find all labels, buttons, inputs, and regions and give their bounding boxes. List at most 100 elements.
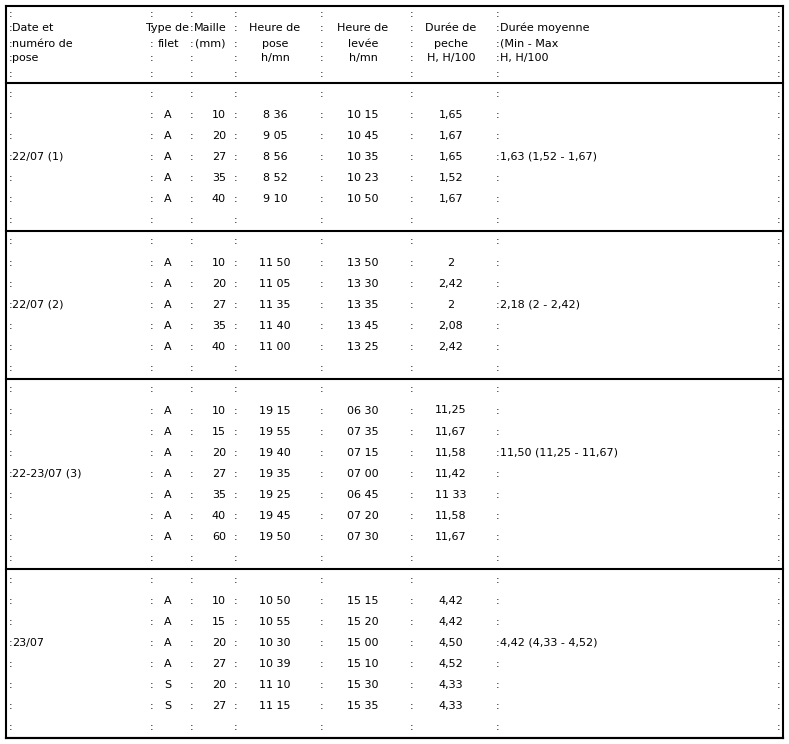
Text: :: : xyxy=(410,469,413,479)
Text: :: : xyxy=(320,300,323,310)
Text: :: : xyxy=(234,659,237,669)
Text: :: : xyxy=(150,215,154,225)
Text: :: : xyxy=(776,215,780,225)
Text: 10 50: 10 50 xyxy=(260,596,291,606)
Text: 13 45: 13 45 xyxy=(347,321,379,331)
Text: :: : xyxy=(320,9,323,19)
Text: 07 30: 07 30 xyxy=(347,532,379,542)
Text: h/mn: h/mn xyxy=(260,53,290,63)
Text: 13 35: 13 35 xyxy=(347,300,379,310)
Text: 10 55: 10 55 xyxy=(260,617,291,626)
Text: A: A xyxy=(164,342,172,352)
Text: :: : xyxy=(320,215,323,225)
Text: 11,58: 11,58 xyxy=(436,448,467,458)
Text: :: : xyxy=(496,109,499,120)
Text: :: : xyxy=(776,152,780,162)
Text: Durée moyenne: Durée moyenne xyxy=(500,23,589,33)
Text: :: : xyxy=(234,405,237,415)
Text: :: : xyxy=(234,9,237,19)
Text: :: : xyxy=(9,53,13,63)
Text: :: : xyxy=(150,363,154,373)
Text: 35: 35 xyxy=(212,490,226,500)
Text: :: : xyxy=(320,680,323,690)
Text: :: : xyxy=(9,363,13,373)
Text: (Min - Max: (Min - Max xyxy=(500,39,559,49)
Text: :: : xyxy=(496,426,499,437)
Text: :: : xyxy=(234,173,237,183)
Text: :: : xyxy=(190,490,193,500)
Text: :: : xyxy=(9,405,13,415)
Text: :: : xyxy=(150,321,154,331)
Text: :: : xyxy=(410,173,413,183)
Text: 13 25: 13 25 xyxy=(347,342,379,352)
Text: :: : xyxy=(190,638,193,648)
Text: 11 33: 11 33 xyxy=(436,490,467,500)
Text: Date et: Date et xyxy=(12,23,54,33)
Text: 4,42: 4,42 xyxy=(439,596,463,606)
Text: :: : xyxy=(190,173,193,183)
Text: :: : xyxy=(190,9,193,19)
Text: 4,42 (4,33 - 4,52): 4,42 (4,33 - 4,52) xyxy=(500,638,597,648)
Text: 35: 35 xyxy=(212,321,226,331)
Text: :: : xyxy=(190,109,193,120)
Text: 15 00: 15 00 xyxy=(347,638,379,648)
Text: :: : xyxy=(150,596,154,606)
Text: :: : xyxy=(320,596,323,606)
Text: 4,42: 4,42 xyxy=(439,617,463,626)
Text: A: A xyxy=(164,426,172,437)
Text: :: : xyxy=(776,237,780,246)
Text: 11 50: 11 50 xyxy=(260,257,291,268)
Text: :: : xyxy=(234,617,237,626)
Text: :: : xyxy=(9,722,13,732)
Text: :: : xyxy=(9,342,13,352)
Text: :: : xyxy=(9,596,13,606)
Text: Heure de: Heure de xyxy=(249,23,301,33)
Text: S: S xyxy=(164,680,171,690)
Text: :: : xyxy=(776,342,780,352)
Text: :: : xyxy=(190,617,193,626)
Text: :: : xyxy=(234,532,237,542)
Text: :: : xyxy=(190,131,193,141)
Text: :: : xyxy=(9,9,13,19)
Text: :: : xyxy=(234,215,237,225)
Text: :: : xyxy=(150,722,154,732)
Text: A: A xyxy=(164,448,172,458)
Text: 07 20: 07 20 xyxy=(347,511,379,521)
Text: :: : xyxy=(150,469,154,479)
Text: 10: 10 xyxy=(212,405,226,415)
Text: 9 10: 9 10 xyxy=(263,194,287,204)
Text: :: : xyxy=(150,448,154,458)
Text: :: : xyxy=(776,23,780,33)
Text: :: : xyxy=(320,257,323,268)
Text: 11 40: 11 40 xyxy=(260,321,291,331)
Text: :: : xyxy=(234,511,237,521)
Text: :: : xyxy=(234,722,237,732)
Text: 4,50: 4,50 xyxy=(439,638,463,648)
Text: :: : xyxy=(9,194,13,204)
Text: :: : xyxy=(150,194,154,204)
Text: :: : xyxy=(9,554,13,563)
Text: :: : xyxy=(410,617,413,626)
Text: :: : xyxy=(190,554,193,563)
Text: :: : xyxy=(150,426,154,437)
Text: 1,67: 1,67 xyxy=(439,194,463,204)
Text: :: : xyxy=(496,342,499,352)
Text: :: : xyxy=(410,385,413,394)
Text: :: : xyxy=(190,680,193,690)
Text: numéro de: numéro de xyxy=(12,39,73,49)
Text: :: : xyxy=(320,574,323,585)
Text: :: : xyxy=(234,53,237,63)
Text: :: : xyxy=(234,490,237,500)
Text: :: : xyxy=(496,596,499,606)
Text: :: : xyxy=(320,342,323,352)
Text: :: : xyxy=(496,385,499,394)
Text: 19 35: 19 35 xyxy=(260,469,291,479)
Text: :: : xyxy=(234,69,237,79)
Text: 20: 20 xyxy=(212,448,226,458)
Text: 1,52: 1,52 xyxy=(439,173,463,183)
Text: :: : xyxy=(496,363,499,373)
Text: :: : xyxy=(9,702,13,711)
Text: 1,63 (1,52 - 1,67): 1,63 (1,52 - 1,67) xyxy=(500,152,597,162)
Text: 11,25: 11,25 xyxy=(436,405,467,415)
Text: :: : xyxy=(320,109,323,120)
